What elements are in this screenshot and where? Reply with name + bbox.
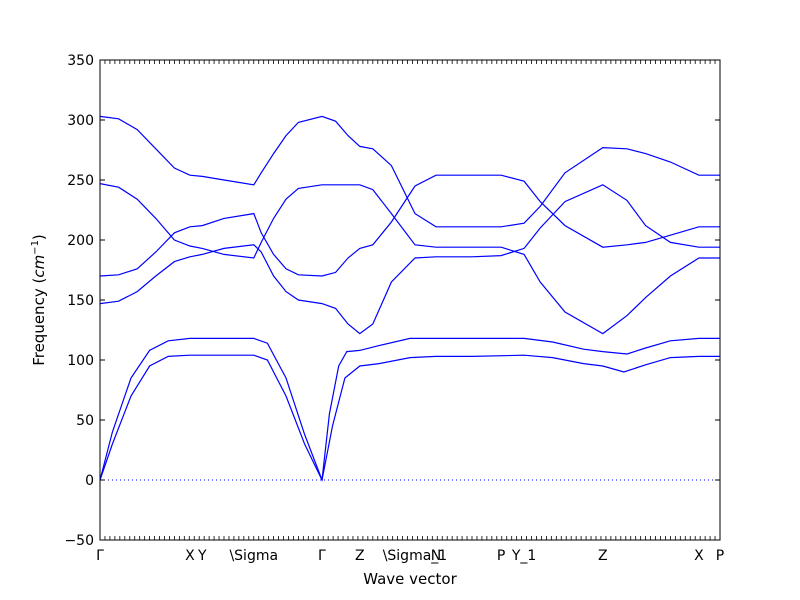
x-tick-label: Γ — [318, 548, 326, 564]
x-tick-label: X — [694, 548, 704, 564]
y-tick-label: 50 — [76, 413, 94, 429]
y-tick-label: 150 — [67, 293, 94, 309]
y-tick-label: 200 — [67, 233, 94, 249]
x-tick-label: \Sigma_1 — [383, 548, 448, 564]
y-tick-label: 350 — [67, 53, 94, 69]
x-axis-label: Wave vector — [363, 570, 457, 588]
y-tick-label: 300 — [67, 113, 94, 129]
band-line-2 — [99, 337, 720, 481]
band-line-3 — [99, 184, 720, 335]
series-layer — [99, 115, 720, 482]
x-tick-label: P — [497, 548, 505, 564]
band-line-1 — [99, 354, 720, 482]
x-tick-label: Γ — [96, 548, 104, 564]
y-tick-label: 100 — [67, 353, 94, 369]
x-tick-label: Z — [598, 548, 608, 564]
band-line-6 — [99, 115, 720, 228]
y-tick-label: −50 — [64, 533, 94, 549]
y-axis-label-suffix: ) — [30, 234, 48, 240]
plot-frame — [99, 59, 721, 541]
tick-layer — [99, 59, 721, 541]
y-axis-label: Frequency (cm−1) — [30, 234, 48, 366]
band-line-4 — [99, 174, 720, 277]
x-tick-labels: Γ X Y \Sigma Γ Z \Sigma_1N P Y_1 Z X P — [96, 548, 724, 564]
band-line-5 — [99, 183, 720, 335]
y-axis-label-prefix: Frequency ( — [30, 278, 48, 366]
y-tick-labels: −50 0 50 100 150 200 250 300 350 — [64, 53, 94, 549]
x-tick-label: Z — [355, 548, 365, 564]
x-tick-label: Y_1 — [511, 548, 536, 564]
y-axis-label-unit: cm — [30, 255, 48, 278]
x-tick-label: X — [185, 548, 195, 564]
y-tick-label: 250 — [67, 173, 94, 189]
x-tick-label: P — [716, 548, 724, 564]
y-tick-label: 0 — [85, 473, 94, 489]
x-tick-label: \Sigma — [229, 548, 278, 564]
x-tick-label: Y — [197, 548, 207, 564]
x-tick-label: N — [431, 548, 441, 564]
y-axis-label-exponent: −1 — [30, 240, 41, 255]
